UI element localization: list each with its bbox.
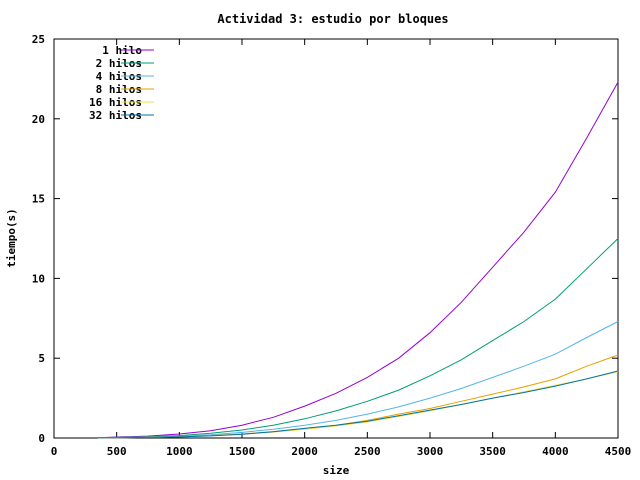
x-tick-label: 3500 bbox=[479, 445, 506, 458]
x-tick-label: 2000 bbox=[291, 445, 318, 458]
x-tick-label: 0 bbox=[51, 445, 58, 458]
x-axis-label: size bbox=[323, 464, 350, 477]
legend-label: 32 hilos bbox=[89, 109, 142, 122]
y-tick-label: 15 bbox=[32, 193, 45, 206]
y-tick-label: 20 bbox=[32, 113, 45, 126]
chart-title: Actividad 3: estudio por bloques bbox=[217, 12, 448, 26]
series-line-4 bbox=[97, 354, 619, 439]
x-tick-label: 3000 bbox=[417, 445, 444, 458]
x-tick-label: 1500 bbox=[229, 445, 256, 458]
y-axis-label: tiempo(s) bbox=[5, 208, 18, 268]
legend-label: 8 hilos bbox=[96, 83, 142, 96]
x-tick-label: 2500 bbox=[354, 445, 381, 458]
x-tick-label: 1000 bbox=[166, 445, 193, 458]
y-tick-label: 10 bbox=[32, 272, 45, 285]
series-line-6 bbox=[97, 370, 619, 439]
legend-label: 16 hilos bbox=[89, 96, 142, 109]
y-tick-label: 5 bbox=[38, 352, 45, 365]
axis-ticks: 0 500 1000 1500 2000 2500 3000 3500 4000 4500 0 5 10… bbox=[32, 33, 632, 458]
x-tick-label: 500 bbox=[107, 445, 127, 458]
y-tick-label: 25 bbox=[32, 33, 45, 46]
x-tick-label: 4000 bbox=[542, 445, 569, 458]
legend-label: 2 hilos bbox=[96, 57, 142, 70]
series-line-3 bbox=[97, 321, 619, 439]
legend-label: 4 hilos bbox=[96, 70, 142, 83]
series-line-1 bbox=[97, 81, 619, 439]
series-group bbox=[97, 81, 619, 439]
series-line-2 bbox=[97, 238, 619, 439]
x-tick-label: 4500 bbox=[605, 445, 632, 458]
y-tick-label: 0 bbox=[38, 432, 45, 445]
